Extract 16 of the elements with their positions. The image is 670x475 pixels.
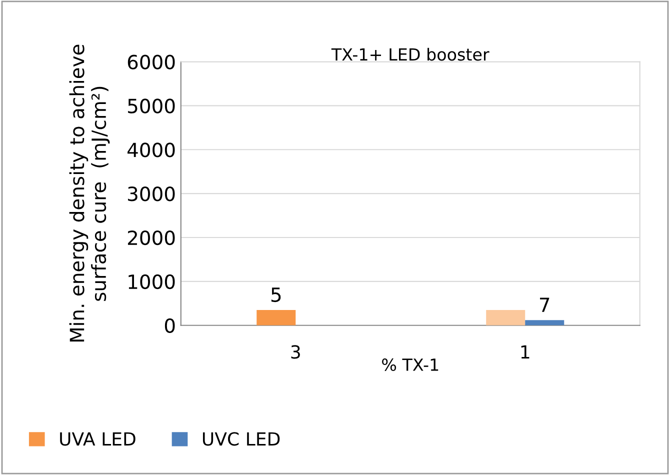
- y-tick-label: 4000: [128, 142, 175, 158]
- x-axis-title: % TX-1: [382, 358, 438, 372]
- chart-title: TX-1+ LED booster: [331, 48, 490, 61]
- y-axis-title: Min. energy density to achieve surface cure (mJ/cm²): [69, 44, 110, 342]
- y-tick-label: 3000: [128, 186, 175, 202]
- x-tick-label: 3: [291, 345, 300, 359]
- y-tick-label: 1000: [128, 274, 175, 290]
- y-tick-label: 0: [164, 318, 175, 334]
- y-tick-label: 6000: [128, 54, 175, 70]
- y-tick-label: 5000: [128, 98, 175, 114]
- legend-label: UVC LED: [202, 432, 280, 446]
- annotation: 5: [271, 288, 281, 302]
- legend-label: UVA LED: [60, 432, 136, 446]
- annotation: 7: [540, 298, 550, 312]
- x-tick-label: 1: [521, 345, 530, 359]
- y-tick-label: 2000: [128, 230, 175, 246]
